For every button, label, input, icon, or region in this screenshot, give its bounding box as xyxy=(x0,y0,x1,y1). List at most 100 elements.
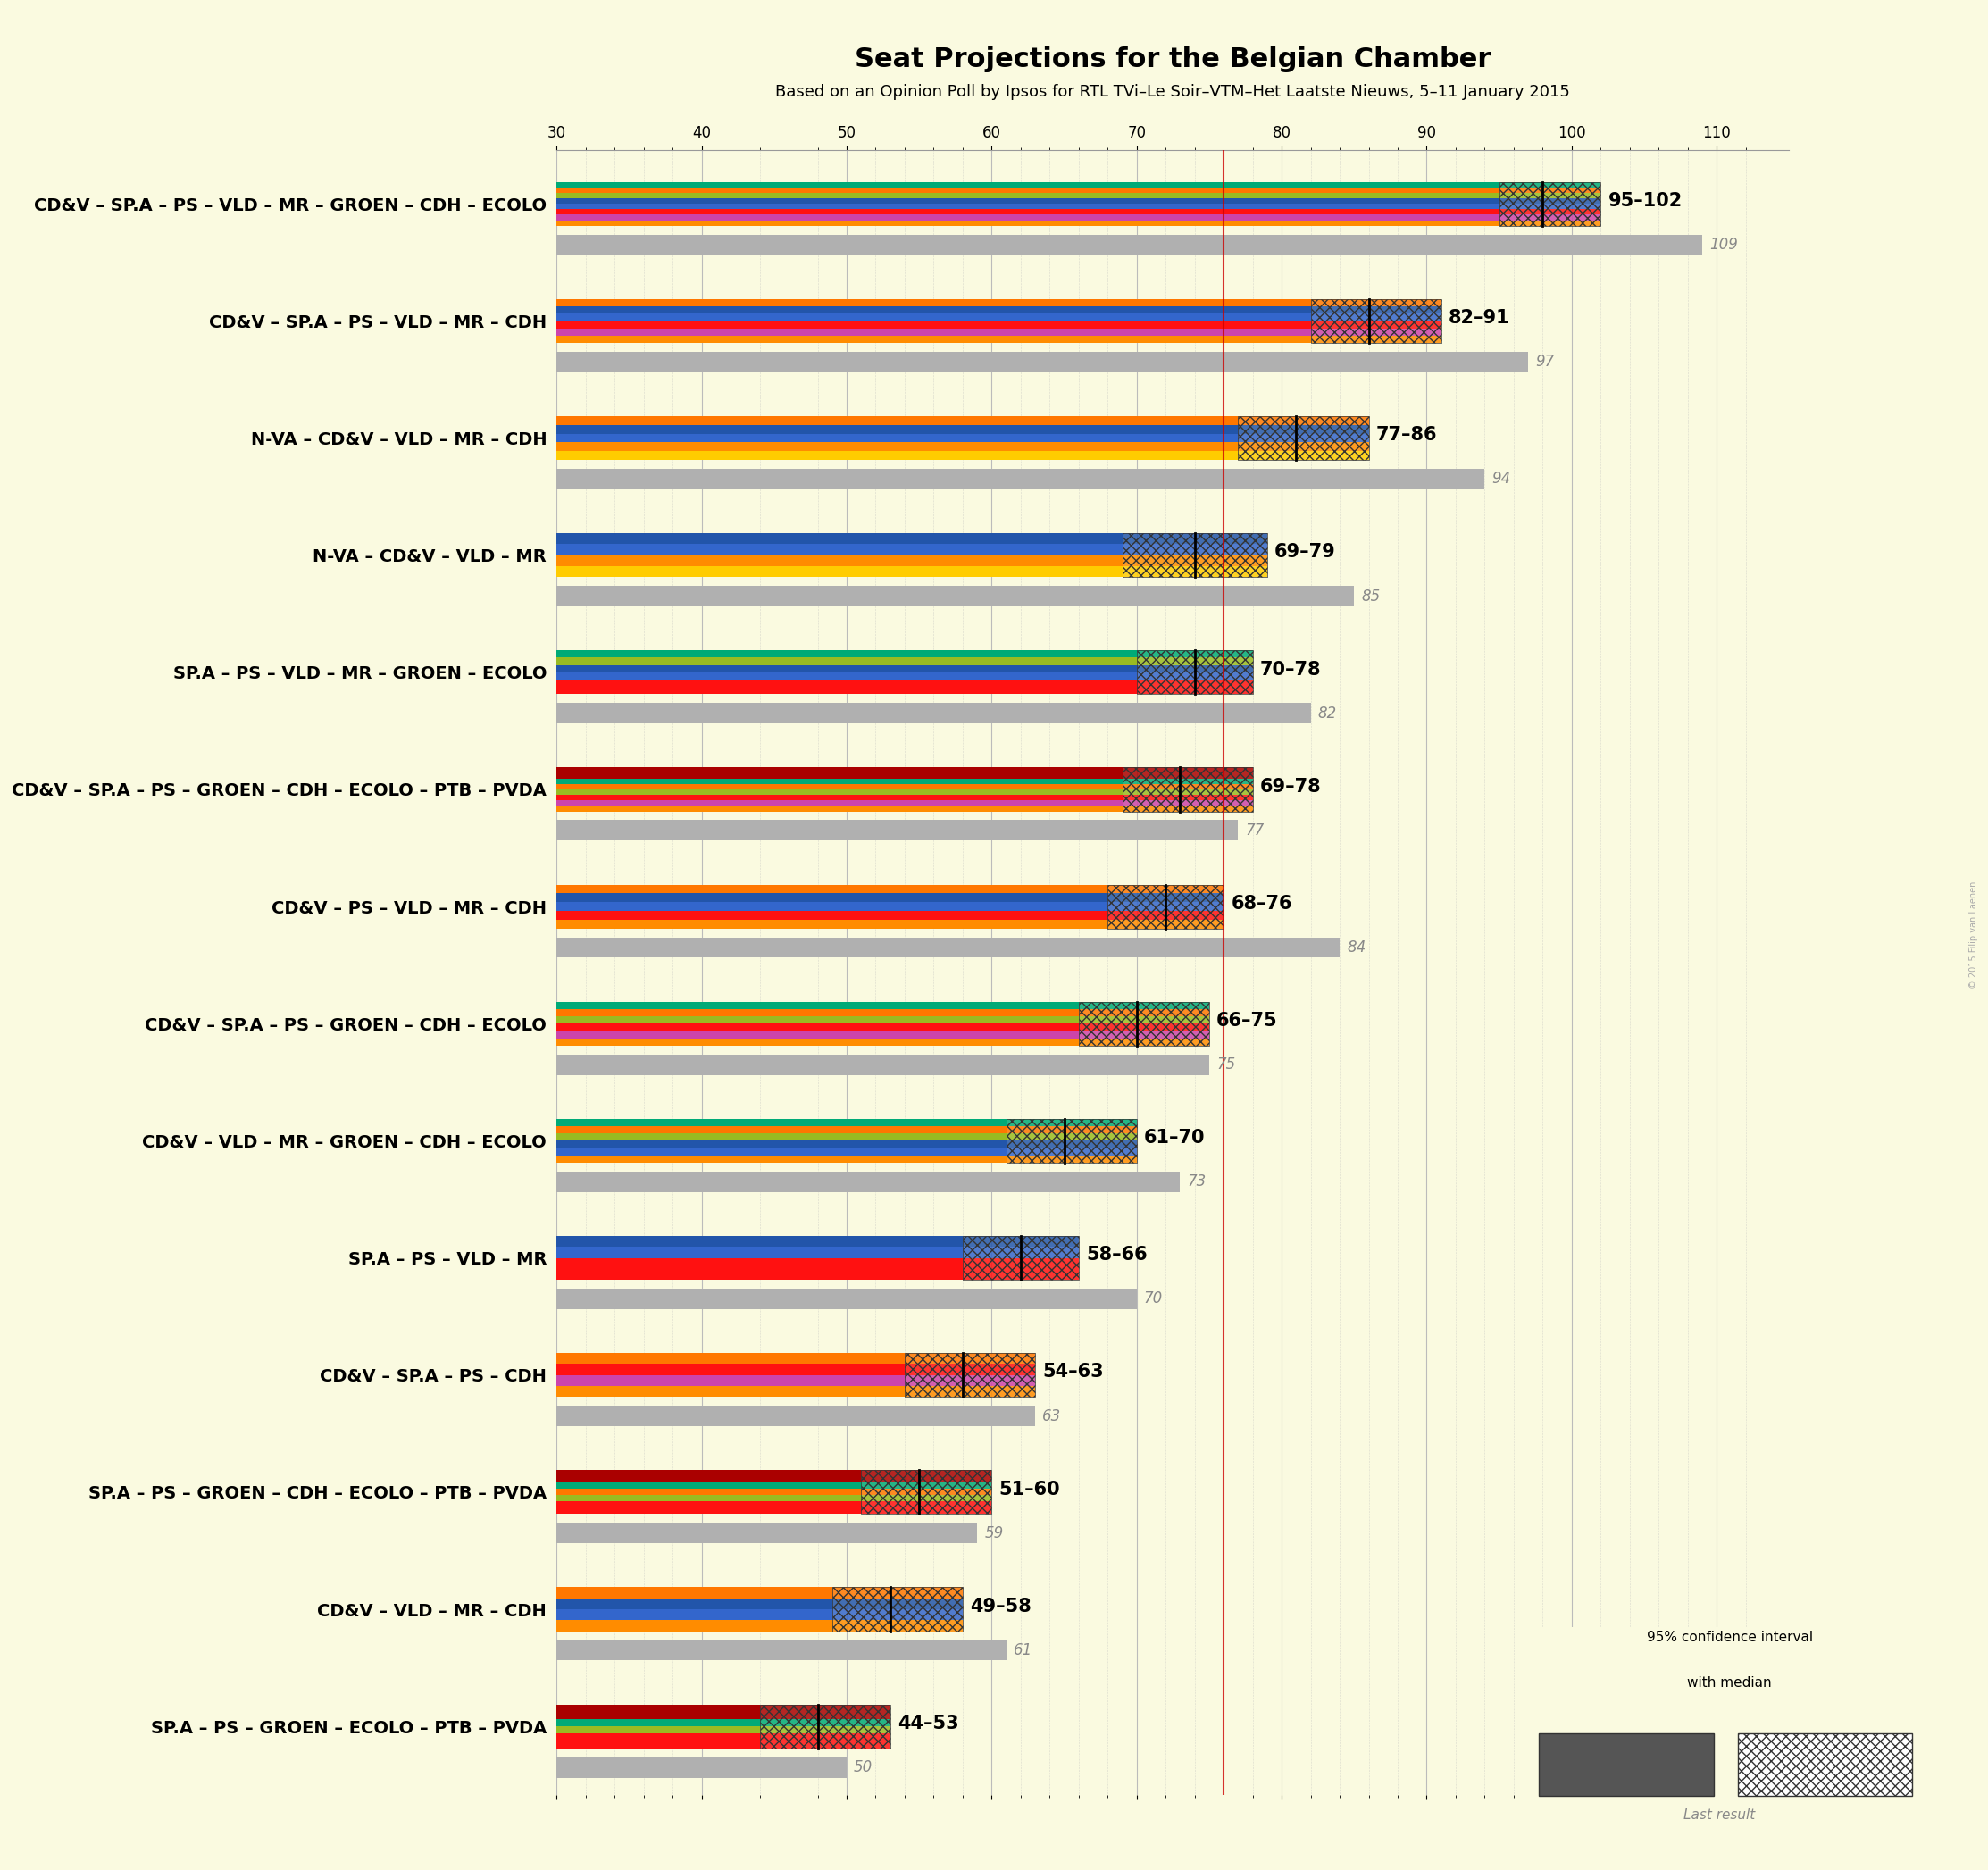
Bar xyxy=(557,1055,1209,1075)
Bar xyxy=(962,1270,1079,1279)
Bar xyxy=(861,1470,992,1515)
Bar xyxy=(557,1002,1079,1010)
Bar xyxy=(833,1588,962,1599)
Bar xyxy=(1006,1141,1137,1148)
Bar xyxy=(557,772,1121,778)
Bar xyxy=(1121,767,1252,772)
Bar xyxy=(557,335,1310,342)
Bar xyxy=(861,1470,992,1477)
Bar xyxy=(557,1386,905,1397)
Bar xyxy=(557,434,1239,443)
Bar xyxy=(759,1711,891,1719)
Bar xyxy=(557,911,1107,920)
Bar xyxy=(557,567,1121,578)
Bar xyxy=(557,555,1121,567)
Bar xyxy=(1121,806,1252,812)
Text: 68–76: 68–76 xyxy=(1231,894,1292,913)
Bar xyxy=(1310,299,1441,307)
Bar xyxy=(1121,778,1252,784)
Bar xyxy=(557,658,1137,666)
Bar xyxy=(1499,209,1600,215)
Text: 85: 85 xyxy=(1362,587,1380,604)
Text: 61: 61 xyxy=(1014,1642,1032,1659)
Bar xyxy=(861,1502,992,1507)
Bar xyxy=(557,901,1107,911)
Bar xyxy=(759,1726,891,1733)
Text: 97: 97 xyxy=(1535,353,1555,370)
Bar xyxy=(1499,215,1600,221)
Bar xyxy=(759,1704,891,1711)
Bar xyxy=(557,204,1499,209)
Bar xyxy=(557,1619,833,1631)
Bar xyxy=(1137,651,1252,658)
Bar xyxy=(1006,1148,1137,1156)
Bar xyxy=(557,415,1239,424)
Bar xyxy=(1499,181,1600,187)
Bar xyxy=(557,1719,759,1726)
Bar xyxy=(1107,920,1225,929)
Bar xyxy=(962,1236,1079,1247)
Bar xyxy=(1310,314,1441,322)
Bar xyxy=(557,1496,861,1502)
Text: 44–53: 44–53 xyxy=(897,1715,958,1732)
Bar xyxy=(1499,198,1600,204)
Bar xyxy=(1121,767,1252,812)
Bar xyxy=(557,1171,1181,1191)
Bar xyxy=(557,1259,962,1270)
Bar xyxy=(833,1610,962,1619)
Bar xyxy=(557,1489,861,1496)
Bar xyxy=(1137,658,1252,666)
Bar xyxy=(1499,187,1600,193)
Bar xyxy=(1006,1126,1137,1133)
Bar xyxy=(1137,679,1252,686)
Text: 95% confidence interval: 95% confidence interval xyxy=(1646,1631,1813,1644)
Bar xyxy=(557,1038,1079,1045)
Text: Seat Projections for the Belgian Chamber: Seat Projections for the Belgian Chamber xyxy=(855,47,1491,73)
Bar xyxy=(557,894,1107,901)
Text: 109: 109 xyxy=(1710,237,1738,252)
Bar xyxy=(557,806,1121,812)
Bar xyxy=(557,1477,861,1483)
Text: Based on an Opinion Poll by Ipsos for RTL TVi–Le Soir–VTM–Het Laatste Nieuws, 5–: Based on an Opinion Poll by Ipsos for RT… xyxy=(775,84,1571,101)
Bar xyxy=(557,778,1121,784)
Bar xyxy=(557,1470,861,1477)
Bar xyxy=(557,181,1499,187)
Bar xyxy=(557,585,1354,606)
Text: 82–91: 82–91 xyxy=(1449,309,1509,327)
Text: with median: with median xyxy=(1688,1677,1771,1690)
Bar xyxy=(1539,1733,1714,1795)
Text: 70: 70 xyxy=(1143,1290,1163,1307)
Bar xyxy=(557,352,1529,372)
Bar xyxy=(557,209,1499,215)
Text: 63: 63 xyxy=(1042,1408,1062,1425)
Bar xyxy=(557,789,1121,795)
Bar xyxy=(833,1588,962,1631)
Bar xyxy=(1121,533,1266,578)
Bar xyxy=(905,1354,1036,1397)
Bar xyxy=(557,424,1239,434)
Bar xyxy=(557,299,1310,307)
Bar xyxy=(557,651,1137,658)
Bar xyxy=(557,1010,1079,1015)
Bar xyxy=(557,1758,847,1778)
Bar xyxy=(759,1741,891,1748)
Bar xyxy=(557,1023,1079,1030)
Text: 77: 77 xyxy=(1244,823,1264,838)
Bar xyxy=(557,679,1137,686)
Bar xyxy=(1137,686,1252,694)
Text: 58–66: 58–66 xyxy=(1085,1245,1147,1264)
Text: 94: 94 xyxy=(1491,471,1511,486)
Bar xyxy=(557,666,1137,673)
Bar xyxy=(557,920,1107,929)
Bar xyxy=(557,1374,905,1386)
Bar xyxy=(557,533,1121,544)
Text: 66–75: 66–75 xyxy=(1217,1012,1278,1030)
Bar xyxy=(557,1406,1036,1427)
Bar xyxy=(1006,1133,1137,1141)
Bar xyxy=(1499,204,1600,209)
Bar xyxy=(557,329,1310,335)
Bar xyxy=(557,1640,1006,1661)
Bar xyxy=(557,215,1499,221)
Bar xyxy=(557,821,1239,841)
Bar xyxy=(557,1483,861,1489)
